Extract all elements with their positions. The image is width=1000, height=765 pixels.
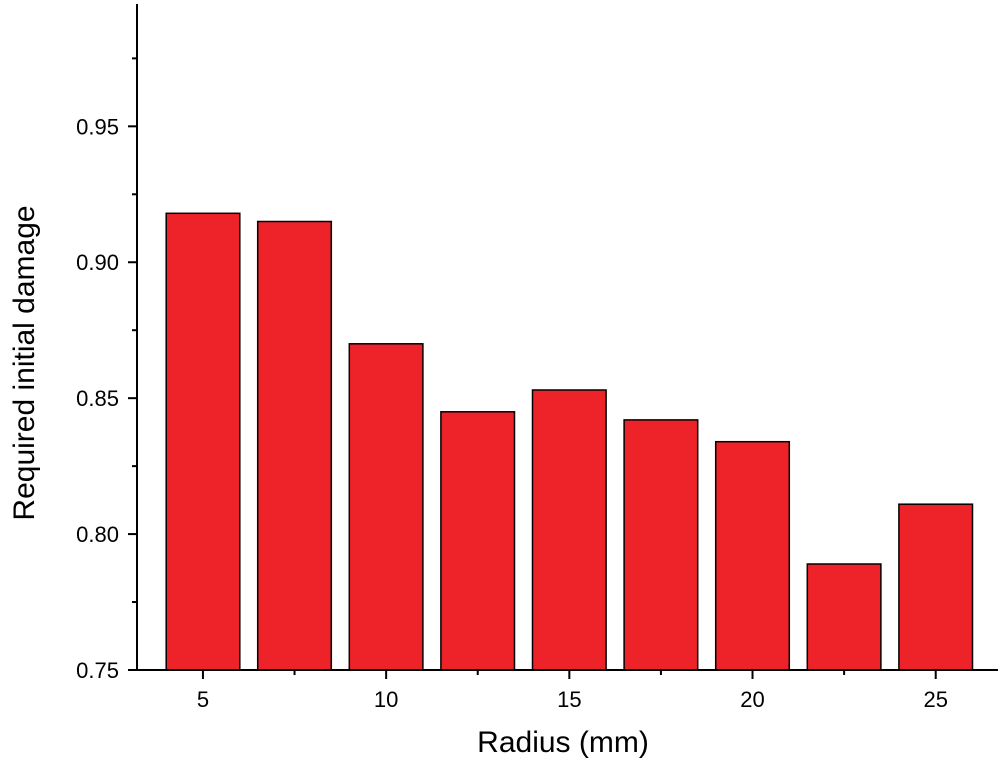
- x-axis-title: Radius (mm): [477, 726, 649, 759]
- y-tick-label: 0.95: [76, 114, 119, 139]
- y-ticks-group: 0.75 0.80 0.85 0.90 0.95: [76, 57, 137, 683]
- x-ticks-group: 5 10 15 20 25: [197, 670, 948, 712]
- x-tick-label: 15: [557, 687, 581, 712]
- y-tick-label: 0.80: [76, 522, 119, 547]
- axes-group: [136, 4, 998, 671]
- bar-7: [714, 440, 791, 671]
- bar-2: [256, 220, 333, 671]
- y-tick-label: 0.75: [76, 658, 119, 683]
- bar-1: [165, 212, 241, 671]
- bar-9: [898, 503, 974, 671]
- x-tick-label: 10: [374, 687, 398, 712]
- y-tick-label: 0.90: [76, 250, 119, 275]
- x-tick-label: 5: [197, 687, 209, 712]
- y-tick-label: 0.85: [76, 386, 119, 411]
- y-axis-title: Required initial damage: [8, 205, 41, 520]
- x-tick-label: 20: [740, 687, 764, 712]
- bars-group: [165, 212, 974, 671]
- bar-4: [440, 411, 516, 671]
- bar-5: [531, 389, 607, 671]
- bar-3: [348, 343, 424, 671]
- x-tick-label: 25: [923, 687, 947, 712]
- bar-6: [623, 419, 699, 671]
- bar-8: [806, 563, 882, 671]
